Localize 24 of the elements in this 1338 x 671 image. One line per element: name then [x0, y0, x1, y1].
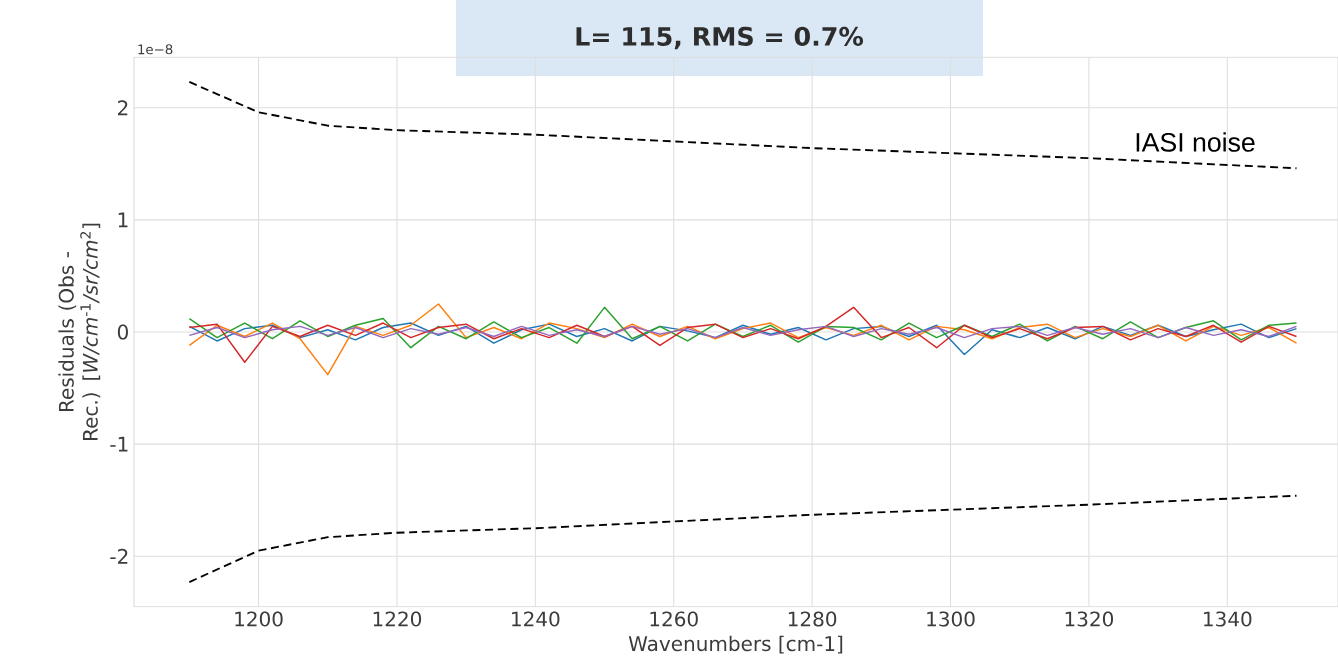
- x-tick-label: 1220: [373, 611, 422, 627]
- x-axis-title: Wavenumbers [cm-1]: [628, 635, 843, 654]
- x-tick-label: 1260: [650, 611, 698, 627]
- x-tick-label: 1320: [1065, 611, 1114, 627]
- y-tick-label: 1: [118, 212, 128, 228]
- line-series: [188, 303, 1298, 376]
- line-series: [188, 322, 1298, 356]
- x-tick-label: 1200: [235, 611, 283, 627]
- x-tick-label: 1240: [512, 611, 560, 627]
- chart-title: L= 115, RMS = 0.7%: [576, 26, 863, 50]
- x-tick-label: 1280: [788, 611, 837, 627]
- line-series: [188, 306, 1298, 349]
- y-tick-label: 2: [118, 100, 128, 116]
- line-series: [188, 325, 1298, 339]
- line-series: [188, 81, 1298, 170]
- text: 1e−8: [138, 44, 173, 55]
- line-series: [188, 494, 1298, 583]
- y-tick-label: -2: [110, 548, 128, 564]
- line-series: [188, 306, 1298, 364]
- x-tick-label: 1340: [1204, 611, 1252, 627]
- y-tick-label: 0: [117, 324, 128, 340]
- annotation: IASI noise: [1136, 132, 1255, 152]
- x-tick-label: 1300: [927, 611, 975, 627]
- y-tick-label: -1: [110, 436, 128, 452]
